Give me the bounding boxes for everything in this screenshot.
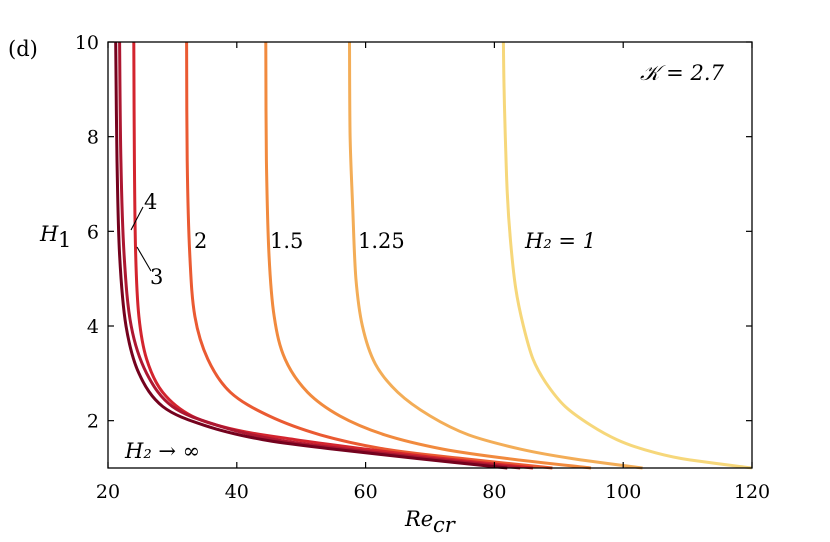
x-tick-label: 20 (96, 481, 120, 503)
series-line-3 (185, 41, 553, 470)
series-line-4 (132, 41, 534, 470)
annotation-label-3: 3 (150, 265, 163, 289)
parameter-label: 𝒦 = 2.7 (640, 61, 724, 85)
axes-box (107, 41, 753, 469)
x-tick-label: 80 (482, 481, 506, 503)
x-tick-label: 120 (734, 481, 770, 503)
y-axis-title: H 1 (39, 222, 71, 252)
annotation-label-h2-equals-1: H₂ = 1 (524, 229, 596, 253)
y-axis-label-subscript: 1 (58, 228, 71, 252)
x-axis-title: Re cr (404, 507, 457, 537)
y-tick-label: 8 (87, 127, 99, 149)
annotation-label-1.5: 1.5 (270, 229, 303, 253)
x-tick-label: 60 (354, 481, 378, 503)
plot-area (108, 42, 752, 468)
series-line-2 (264, 41, 592, 470)
annotation-label-1.25: 1.25 (358, 229, 405, 253)
y-tick-label: 4 (87, 316, 99, 338)
panel-label: (d) (8, 37, 38, 61)
series-line-0 (501, 41, 753, 470)
series-line-6 (114, 41, 508, 470)
x-tick-label: 40 (225, 481, 249, 503)
y-tick-label: 6 (87, 221, 99, 243)
leader-line-3 (136, 246, 152, 272)
y-tick-label: 2 (87, 411, 99, 433)
y-tick-label: 10 (75, 32, 99, 54)
leader-line-4 (130, 206, 144, 231)
tick-layer: 20 40 60 80 100 120 2 4 6 8 10 (75, 32, 770, 503)
series-line-1 (348, 41, 643, 470)
series-layer (114, 41, 753, 470)
x-axis-label: Re (404, 507, 433, 531)
x-tick-label: 100 (605, 481, 641, 503)
y-axis-label: H (39, 222, 59, 246)
annotation-label-4: 4 (144, 190, 157, 214)
annotation-label-h2-infinity: H₂ → ∞ (124, 439, 200, 463)
annotation-label-2: 2 (194, 229, 207, 253)
x-axis-label-subscript: cr (433, 513, 457, 537)
